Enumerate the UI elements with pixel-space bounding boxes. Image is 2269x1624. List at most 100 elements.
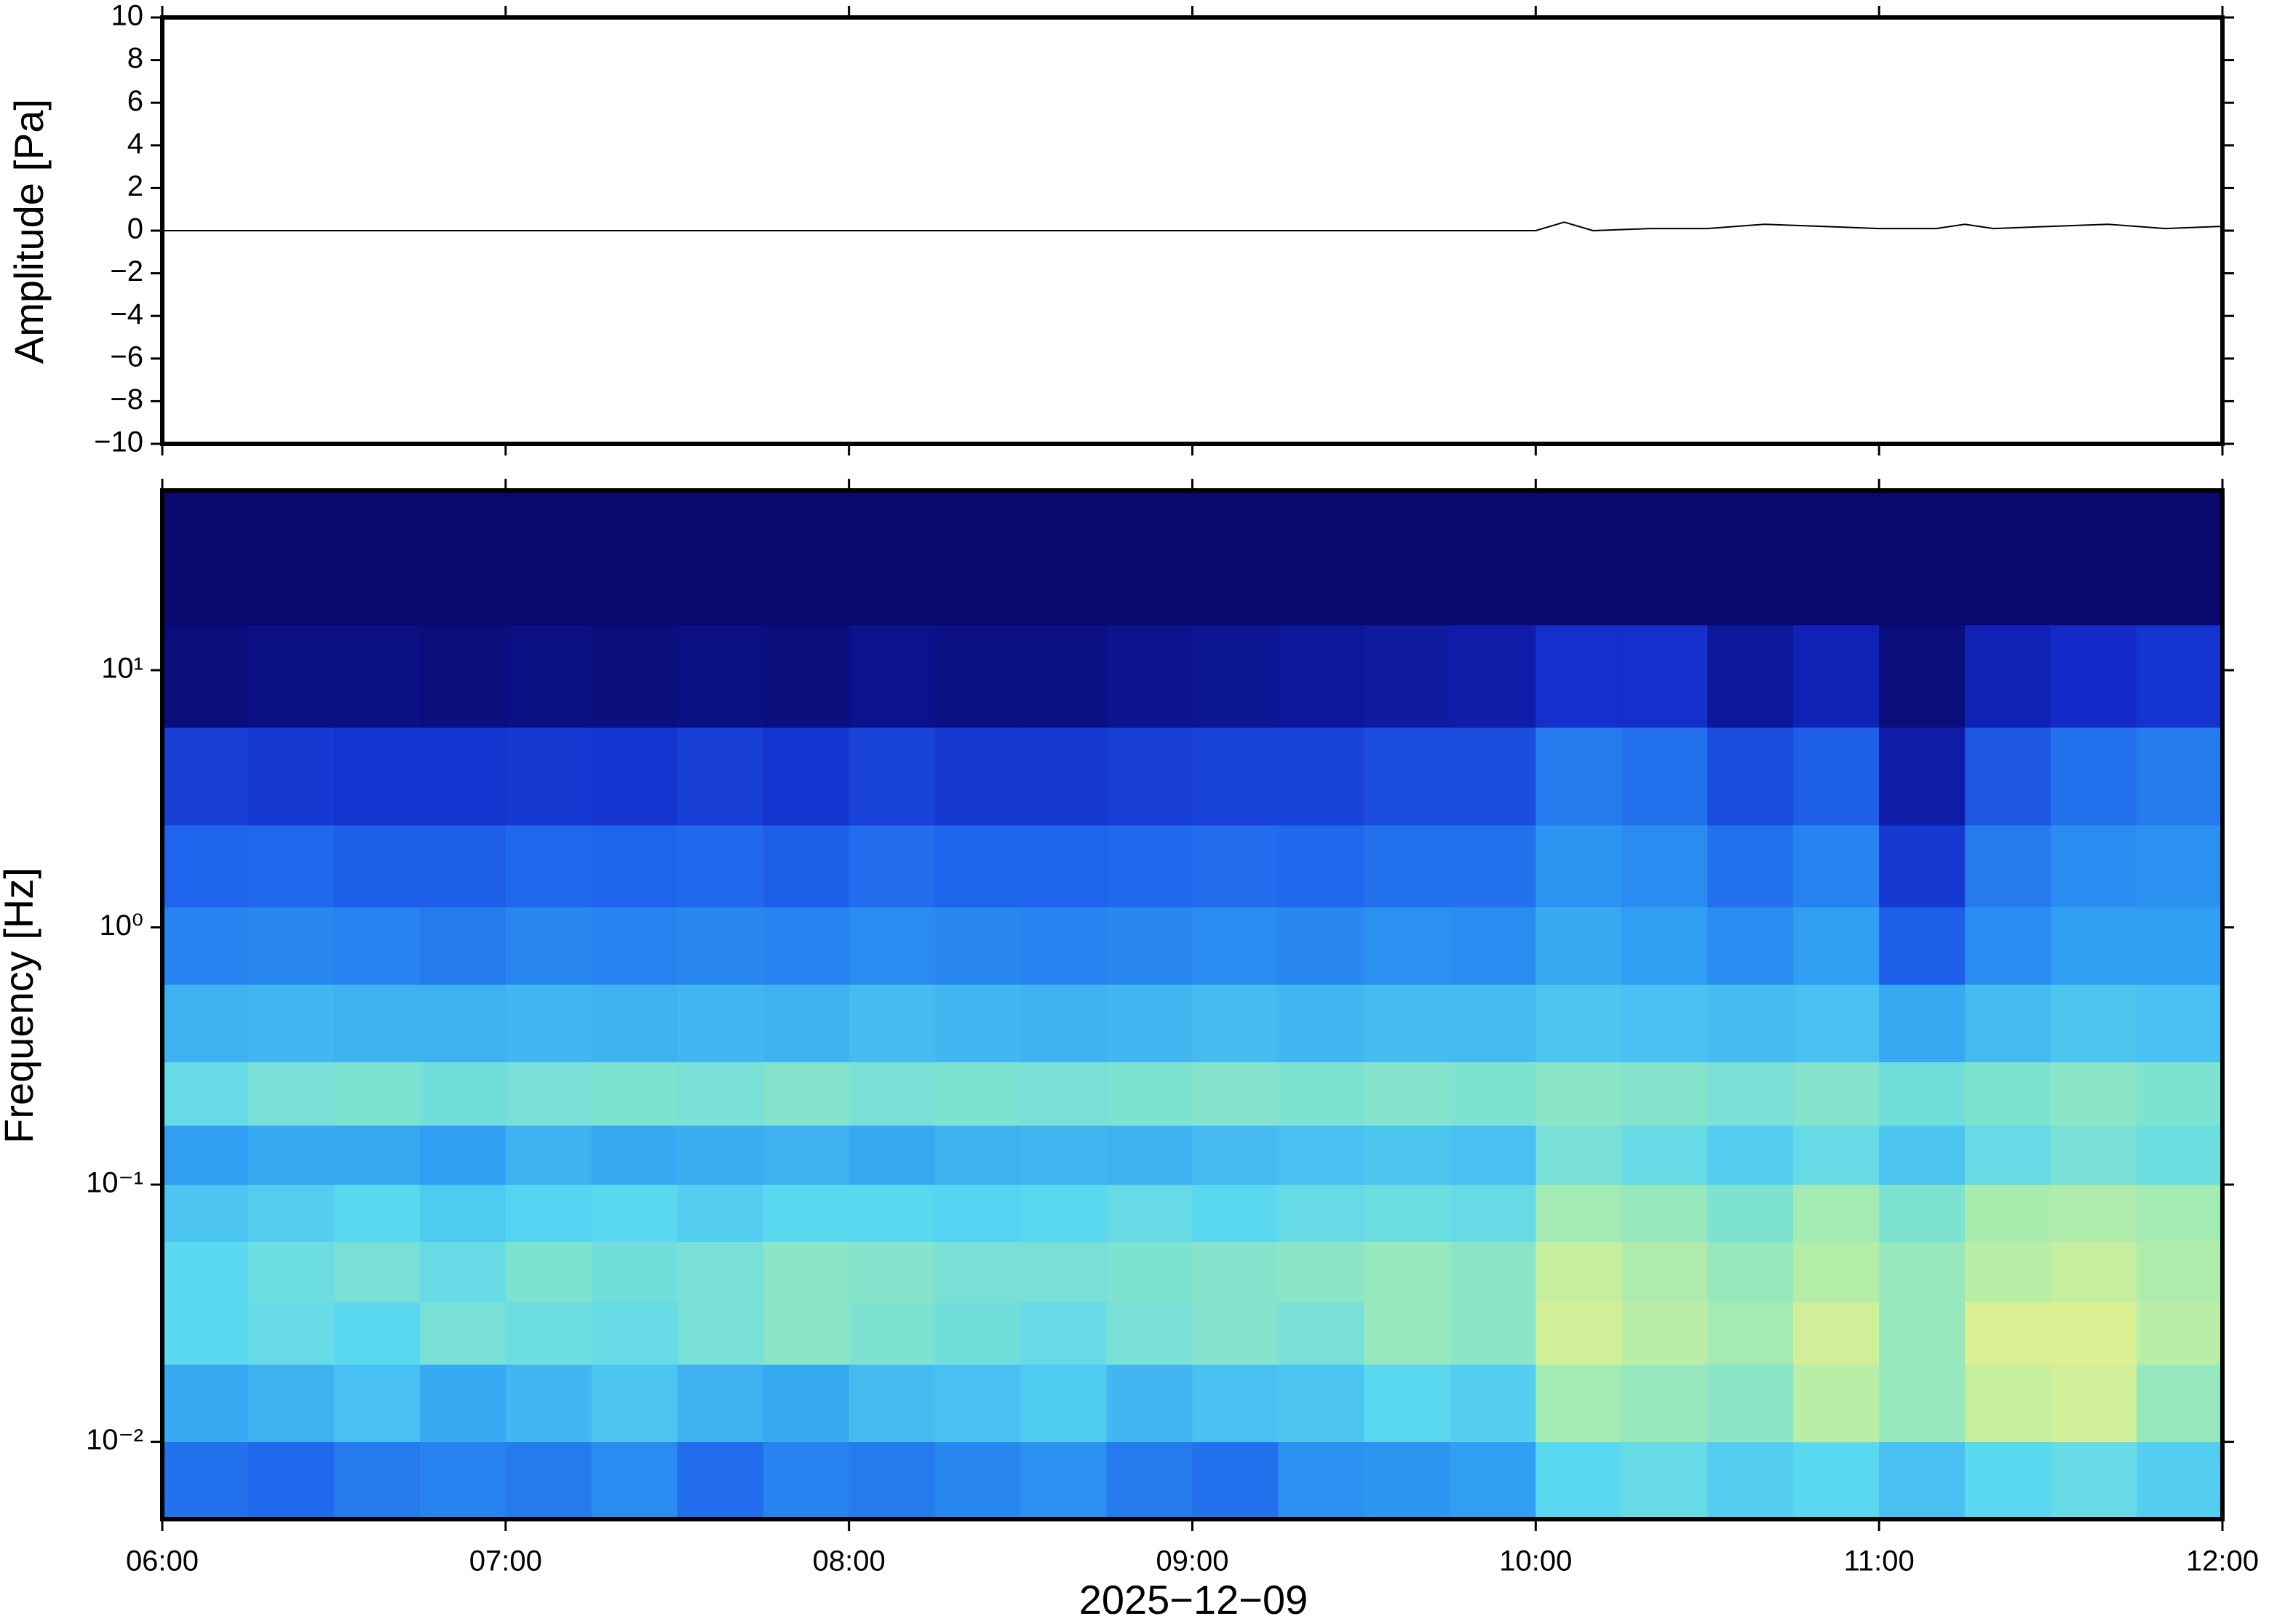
spectrogram-cell	[333, 1241, 421, 1302]
spectrogram-cell	[1621, 1062, 1708, 1126]
x-tick-label: 06:00	[126, 1545, 199, 1577]
spectrogram-cell	[2051, 824, 2137, 908]
spectrogram-cell	[1278, 1302, 1364, 1365]
spectrogram-cell	[1020, 727, 1108, 826]
spectrogram-cell	[1020, 1185, 1108, 1243]
spectrogram-cell	[505, 1062, 592, 1126]
spectrogram-cell	[1278, 1062, 1364, 1126]
spectrogram-cell	[591, 1441, 678, 1520]
spectrogram-cell	[1020, 984, 1108, 1062]
spectrogram-cell	[763, 624, 850, 728]
y-tick-label: 8	[127, 42, 143, 74]
spectrogram-cell	[1278, 984, 1364, 1062]
spectrogram-cell	[1192, 490, 1279, 626]
spectrogram-cell	[1621, 1364, 1708, 1443]
spectrogram-cell	[505, 1185, 592, 1243]
spectrogram-cell	[1965, 907, 2051, 985]
spectrogram-cell	[1879, 907, 1966, 985]
spectrogram-cell	[591, 1125, 678, 1185]
spectrogram-cell	[849, 1125, 936, 1185]
spectrogram-cell	[1192, 1062, 1279, 1126]
spectrogram-cell	[1535, 1125, 1622, 1185]
spectrogram-cell	[505, 1441, 592, 1520]
spectrogram-cell	[1707, 824, 1794, 908]
waveform	[162, 221, 2223, 232]
spectrogram-cell	[591, 984, 678, 1062]
spectrogram-cell	[763, 1062, 850, 1126]
spectrogram-cell	[2137, 1125, 2223, 1185]
spectrogram-cell	[333, 1125, 421, 1185]
spectrogram-cell	[1364, 1185, 1450, 1243]
spectrogram-cell	[2137, 824, 2223, 908]
spectrogram-cell	[247, 984, 335, 1062]
spectrogram-cell	[763, 1185, 850, 1243]
spectrogram-cell	[1364, 1125, 1450, 1185]
spectrogram-cell	[1278, 1364, 1364, 1443]
spectrogram-cell	[1707, 1241, 1794, 1302]
spectrogram-cell	[1450, 984, 1536, 1062]
spectrogram-cell	[1278, 824, 1364, 908]
spectrogram-cell	[1965, 824, 2051, 908]
spectrogram-cell	[763, 727, 850, 826]
spectrogram-cell	[333, 1441, 421, 1520]
spectrogram-cell	[1364, 907, 1450, 985]
spectrogram-cell	[1965, 490, 2051, 626]
spectrogram-cell	[849, 624, 936, 728]
spectrogram-cell	[591, 1241, 678, 1302]
spectrogram-cell	[1278, 907, 1364, 985]
spectrogram-cell	[1965, 1062, 2051, 1126]
spectrogram-cell	[934, 1302, 1022, 1365]
spectrogram-cell	[849, 1185, 936, 1243]
spectrogram-cell	[1879, 624, 1966, 728]
spectrogram-cell	[1364, 490, 1450, 626]
spectrogram-cell	[1621, 1125, 1708, 1185]
spectrogram-cell	[1278, 727, 1364, 826]
y-tick-label: −8	[110, 383, 143, 415]
spectrogram-cell	[1535, 824, 1622, 908]
spectrogram-cell	[1879, 984, 1966, 1062]
spectrogram-cell	[419, 624, 506, 728]
spectrogram-cell	[677, 1062, 764, 1126]
spectrogram-cell	[1793, 490, 1880, 626]
spectrogram-cell	[1106, 1125, 1193, 1185]
spectrogram-cell	[1278, 1241, 1364, 1302]
spectrogram-cell	[1879, 1062, 1966, 1126]
spectrogram-cell	[1879, 1185, 1966, 1243]
spectrogram-cell	[1106, 1241, 1193, 1302]
spectrogram-cell	[2137, 907, 2223, 985]
spectrogram-cell	[1278, 624, 1364, 728]
spectrogram-cell	[162, 727, 249, 826]
spectrogram-cell	[849, 1062, 936, 1126]
spectrogram-cell	[763, 1241, 850, 1302]
spectrogram-cell	[849, 1241, 936, 1302]
spectrogram-cell	[934, 1185, 1022, 1243]
spectrogram-cell	[849, 1302, 936, 1365]
spectrogram-cell	[1020, 1062, 1108, 1126]
spectrogram-cell	[505, 1364, 592, 1443]
spectrogram-cell	[1621, 1441, 1708, 1520]
spectrogram-cell	[247, 1125, 335, 1185]
spectrogram-cell	[1965, 727, 2051, 826]
spectrogram-cell	[763, 984, 850, 1062]
spectrogram-cell	[162, 624, 249, 728]
spectrogram-cell	[1106, 1364, 1193, 1443]
spectrogram-cell	[934, 727, 1022, 826]
spectrogram-cell	[1192, 1364, 1279, 1443]
spectrogram-cell	[1965, 1364, 2051, 1443]
spectrogram-cell	[677, 1302, 764, 1365]
spectrogram-cell	[505, 624, 592, 728]
spectrogram-cell	[934, 984, 1022, 1062]
spectrogram-cell	[591, 624, 678, 728]
spectrogram-cell	[162, 1062, 249, 1126]
spectrogram-cell	[1278, 1125, 1364, 1185]
spectrogram-cell	[1364, 727, 1450, 826]
spectrogram-cell	[677, 727, 764, 826]
spectrogram-cell	[162, 1302, 249, 1365]
spectrogram-cell	[1106, 1441, 1193, 1520]
spectrogram-cell	[162, 907, 249, 985]
spectrogram-cell	[1965, 1241, 2051, 1302]
spectrogram-cell	[1020, 1241, 1108, 1302]
spectrogram-cell	[1535, 490, 1622, 626]
spectrogram-cell	[247, 1185, 335, 1243]
